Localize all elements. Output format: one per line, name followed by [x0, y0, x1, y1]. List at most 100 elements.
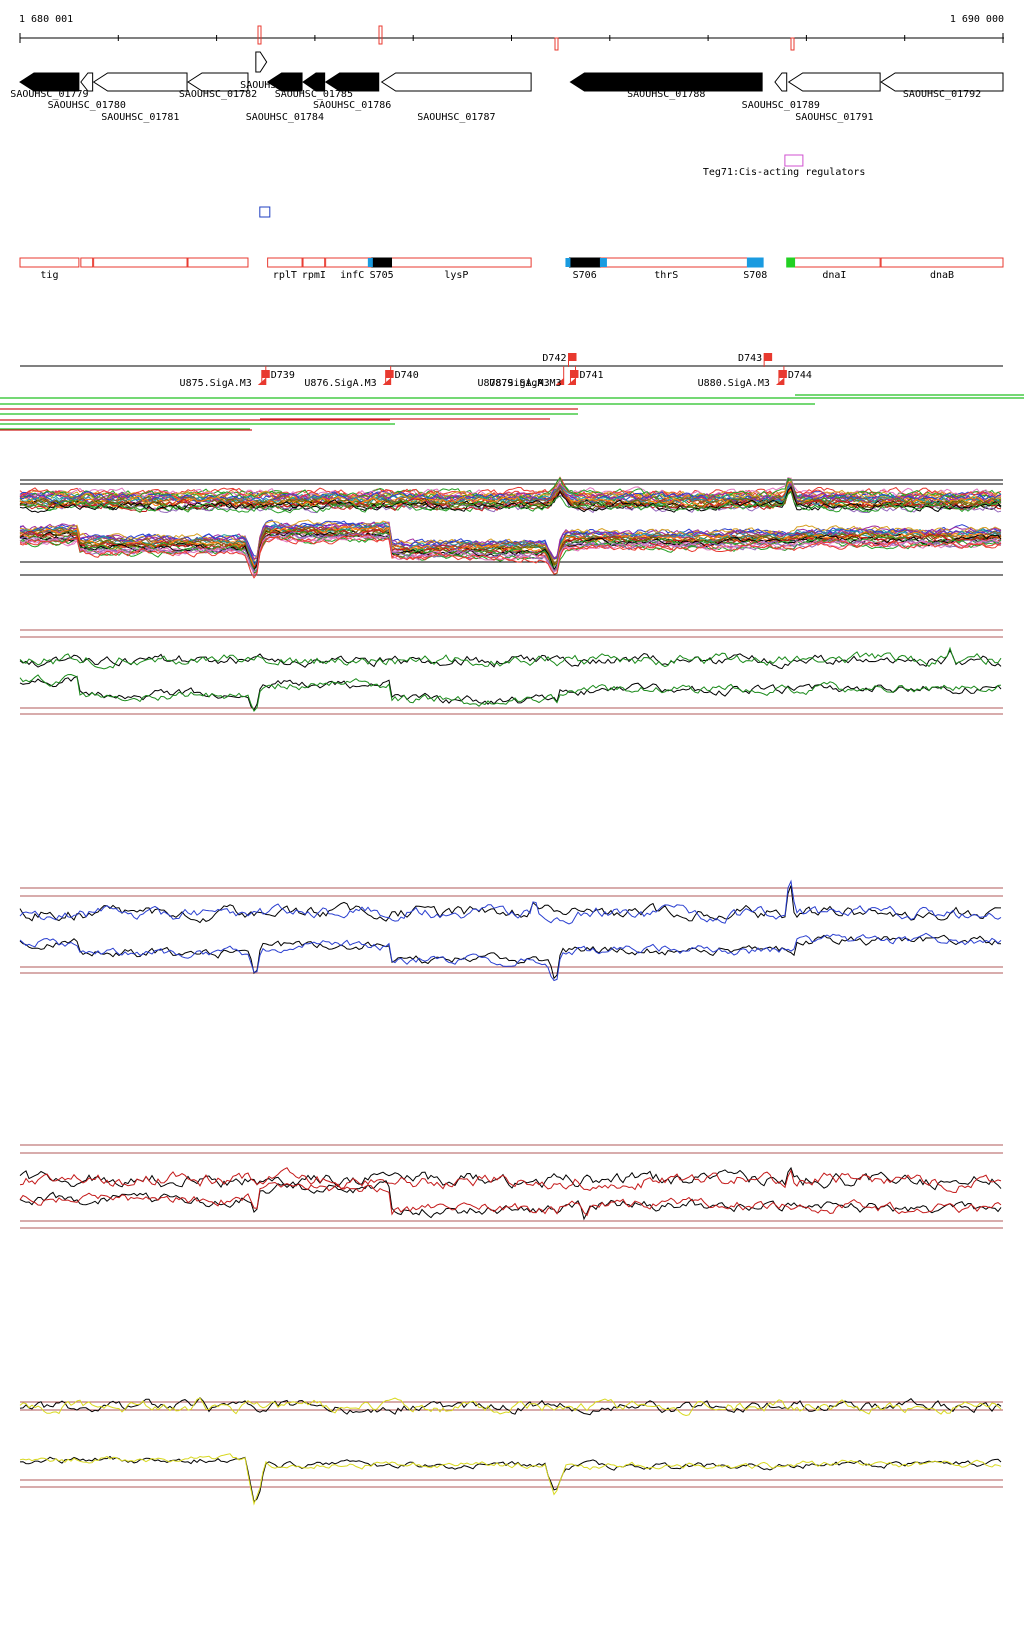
segment-cap [599, 258, 607, 267]
green-black-line [19, 675, 1002, 711]
operon-label: dnaB [930, 270, 954, 281]
ruler-marker [790, 37, 795, 51]
gene-label: SAOUHSC_01785 [275, 89, 353, 100]
gene-label: SAOUHSC_01787 [417, 112, 495, 123]
blue-black-line [19, 885, 1001, 924]
gene-arrow [302, 72, 326, 92]
sigma-label: U879.SigA.M3 [489, 378, 561, 389]
sigma-label: D740 [395, 370, 419, 381]
multi-lower-line [19, 526, 1002, 571]
ruler-marker [554, 37, 559, 51]
gene-label: SAOUHSC_01786 [313, 100, 391, 111]
sigma-label: U875.SigA.M3 [180, 378, 252, 389]
multi-lower-line [19, 531, 1002, 573]
sigma-flag [261, 370, 270, 378]
sigma-label: D739 [271, 370, 295, 381]
blue-color-line [19, 932, 1002, 982]
multi-lower-line [19, 535, 1002, 576]
sigma-flag [568, 353, 577, 361]
red-black-line [19, 1180, 1002, 1221]
yellow-color-line [19, 1397, 1002, 1417]
segment-box [371, 257, 393, 268]
ruler-start-label: 1 680 001 [19, 14, 73, 25]
operon-box [302, 257, 326, 268]
sigma-flag [385, 370, 394, 378]
yellow-expression-track [19, 1396, 1003, 1506]
sigma-label: D742 [542, 353, 566, 364]
green-color-line [19, 646, 1002, 670]
gene-label: SAOUHSC_01781 [101, 112, 179, 123]
gene-arrow [774, 72, 788, 92]
yellow-color-line [19, 1453, 1002, 1506]
gene-arrow [324, 72, 380, 92]
gene-arrow [255, 51, 268, 73]
gene-label: SAOUHSC_01791 [795, 112, 873, 123]
green-expression-track [19, 629, 1003, 715]
blue-color-line [19, 879, 1002, 925]
operon-box [19, 257, 80, 268]
gene-label: SAOUHSC_01784 [246, 112, 324, 123]
segment-box [786, 257, 796, 268]
multi-lower-line [19, 519, 1002, 562]
gene-arrow [92, 72, 188, 92]
gene-arrow [266, 72, 303, 92]
sigma-label: D741 [579, 370, 603, 381]
sigma-label: U878.SigA.M3 [477, 378, 549, 389]
red-color-line [19, 1181, 1002, 1217]
operon-box [788, 257, 881, 268]
segment-cap [367, 258, 373, 267]
operon-label: rplT [273, 270, 297, 281]
operon-label: dnaI [822, 270, 846, 281]
sigma-flag [778, 370, 787, 378]
operon-track: tig rplT rpmI infC lysP thrS dnaI dnaB S705 S706 S… [19, 257, 1004, 281]
coordinate-ruler: 1 680 001 1 690 000 [19, 14, 1004, 51]
operon-box [187, 257, 249, 268]
segment-cap [565, 258, 571, 267]
gene-label: SAOUHSC_01779 [10, 89, 88, 100]
multi-lower-line [19, 523, 1002, 566]
sigma-flag [764, 353, 773, 361]
blue-marker-track [259, 206, 271, 218]
red-expression-track [19, 1144, 1003, 1229]
blue-marker [259, 206, 271, 218]
sigma-triangle [555, 378, 564, 385]
operon-box [381, 257, 532, 268]
red-black-line [19, 1166, 1002, 1191]
gene-arrow [187, 72, 249, 92]
sigma-label: U876.SigA.M3 [304, 378, 376, 389]
blue-black-line [19, 934, 1002, 980]
sigma-triangle [567, 378, 576, 385]
sigma-triangle [382, 378, 391, 385]
gene-arrow [569, 72, 763, 92]
sigma-site-track: U875.SigA.M3 D739 U876.SigA.M3 D740 U878.Sig… [20, 353, 1003, 389]
segment-label: S705 [370, 270, 394, 281]
gene-label: SAOUHSC_01782 [179, 89, 257, 100]
operon-box [880, 257, 1004, 268]
teg-box [784, 154, 804, 167]
ruler-end-label: 1 690 000 [950, 14, 1004, 25]
gene-label: SAOUHSC [240, 80, 282, 91]
ruler-marker [257, 25, 262, 45]
gene-arrow [880, 72, 1004, 92]
green-color-line [19, 673, 1002, 713]
green-black-line [19, 649, 1002, 670]
operon-label: thrS [654, 270, 678, 281]
sigma-label: D743 [738, 353, 762, 364]
multi-upper-line [19, 480, 1002, 504]
multi-upper-line [19, 485, 1002, 509]
gene-label: SAOUHSC_01789 [742, 100, 820, 111]
multi-upper-line [19, 490, 1002, 514]
operon-box [93, 257, 188, 268]
sigma-label: D744 [788, 370, 812, 381]
segment-box [568, 257, 601, 268]
ruler-ticks [117, 25, 906, 51]
sigma-flag [570, 370, 579, 378]
operon-label: rpmI [302, 270, 326, 281]
sigma-triangle [775, 378, 784, 385]
yellow-black-line [19, 1455, 1002, 1503]
segment-box [746, 257, 764, 268]
gene-arrow [80, 72, 94, 92]
multi-lower-line [19, 534, 1002, 579]
teg-track: Teg71:Cis-acting regulators [703, 154, 865, 178]
